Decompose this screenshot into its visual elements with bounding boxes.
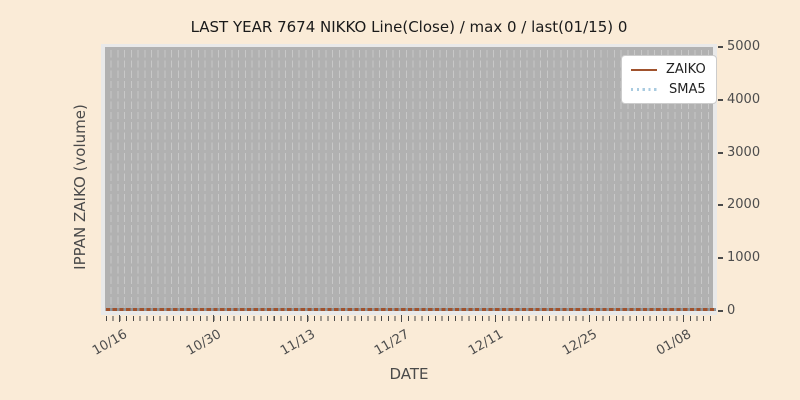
y-axis-tick [718, 99, 723, 101]
chart-title: LAST YEAR 7674 NIKKO Line(Close) / max 0… [190, 18, 628, 36]
y-tick-label: 0 [727, 303, 736, 318]
x-axis-major-tick [401, 315, 403, 322]
sma5-line-swatch [631, 88, 657, 91]
legend-item-sma5: SMA5 [631, 82, 706, 97]
plot-area-frame [101, 44, 717, 315]
y-axis-tick [718, 152, 723, 154]
y-axis-tick [718, 257, 723, 259]
x-axis-major-tick [683, 315, 685, 322]
x-axis-minor-ticks [106, 316, 712, 321]
zaiko-series-line [106, 308, 716, 311]
y-axis-tick [718, 46, 723, 48]
legend-label: ZAIKO [666, 62, 706, 77]
legend: ZAIKO SMA5 [621, 55, 717, 104]
y-axis-tick [718, 204, 723, 206]
y-axis-label: IPPAN ZAIKO (volume) [71, 104, 89, 270]
y-tick-label: 3000 [727, 145, 761, 160]
y-axis-tick [718, 310, 723, 312]
x-axis-major-tick [213, 315, 215, 322]
y-tick-label: 4000 [727, 92, 761, 107]
legend-label: SMA5 [669, 82, 706, 97]
plot-area [105, 47, 716, 311]
x-axis-label: DATE [389, 365, 429, 383]
x-axis-major-tick [307, 315, 309, 322]
zaiko-line-swatch [631, 68, 657, 71]
y-tick-label: 1000 [727, 250, 761, 265]
x-axis-major-tick [495, 315, 497, 322]
y-tick-label: 5000 [727, 39, 761, 54]
x-axis-major-tick [589, 315, 591, 322]
x-axis-major-tick [119, 315, 121, 322]
legend-item-zaiko: ZAIKO [631, 62, 706, 77]
y-tick-label: 2000 [727, 197, 761, 212]
